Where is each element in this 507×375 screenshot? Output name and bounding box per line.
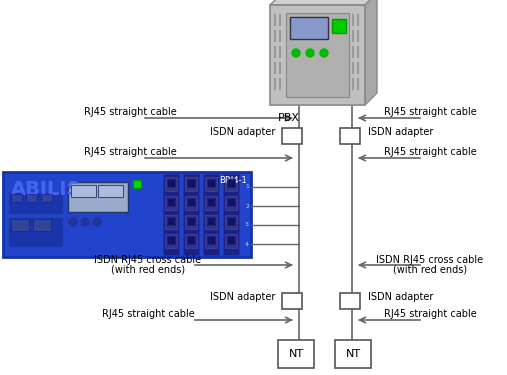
Bar (340, 128, 360, 144)
Bar (41, 194, 52, 202)
Text: ISDN adapter: ISDN adapter (209, 292, 275, 302)
Bar (340, 293, 360, 309)
Text: RJ45 straight cable: RJ45 straight cable (384, 309, 477, 319)
Bar (3, 172, 251, 257)
Bar (227, 236, 235, 244)
Bar (225, 234, 237, 248)
Text: ISDN RJ45 cross cable: ISDN RJ45 cross cable (376, 255, 484, 265)
Bar (185, 215, 197, 229)
Bar (227, 198, 235, 206)
Bar (207, 217, 215, 225)
Bar (165, 215, 177, 229)
Text: RJ45 straight cable: RJ45 straight cable (101, 309, 194, 319)
Bar (203, 174, 219, 255)
Circle shape (69, 218, 77, 226)
Bar (225, 196, 237, 210)
Bar (187, 198, 195, 206)
Bar (8, 192, 63, 214)
Bar (335, 340, 371, 368)
Bar (225, 177, 237, 191)
Bar (282, 293, 302, 309)
Bar (163, 174, 179, 255)
Text: NT: NT (345, 349, 360, 359)
Circle shape (320, 49, 328, 57)
Bar (33, 219, 51, 231)
Bar (165, 234, 177, 248)
Polygon shape (365, 0, 377, 105)
Bar (187, 179, 195, 187)
Bar (183, 174, 199, 255)
Bar (167, 236, 175, 244)
Bar (225, 215, 237, 229)
Bar (167, 217, 175, 225)
Text: RJ45 straight cable: RJ45 straight cable (384, 147, 477, 157)
Text: 3: 3 (245, 222, 249, 228)
Bar (187, 217, 195, 225)
Text: ABILIS: ABILIS (11, 180, 82, 199)
Bar (71, 185, 96, 197)
Bar (207, 179, 215, 187)
Circle shape (81, 218, 89, 226)
Text: 4: 4 (245, 242, 249, 246)
Bar (167, 198, 175, 206)
Bar (26, 194, 37, 202)
Text: ISDN adapter: ISDN adapter (368, 127, 433, 137)
Bar (227, 179, 235, 187)
Text: BRI4-1: BRI4-1 (219, 176, 247, 185)
Bar (167, 179, 175, 187)
Text: ISDN adapter: ISDN adapter (368, 292, 433, 302)
Text: (with red ends): (with red ends) (111, 265, 185, 275)
Bar (207, 198, 215, 206)
Bar (11, 194, 22, 202)
Bar (286, 13, 349, 97)
Polygon shape (270, 0, 377, 5)
Text: PBX: PBX (278, 113, 300, 123)
Bar (205, 234, 217, 248)
Bar (205, 196, 217, 210)
Bar (332, 19, 346, 33)
Bar (133, 180, 141, 188)
Text: 2: 2 (245, 204, 249, 209)
Text: RJ45 straight cable: RJ45 straight cable (84, 107, 176, 117)
Bar (165, 196, 177, 210)
Circle shape (306, 49, 314, 57)
Bar (98, 185, 123, 197)
Text: ABILIS: ABILIS (11, 180, 82, 199)
Bar (282, 128, 302, 144)
Bar (278, 340, 314, 368)
Text: ISDN adapter: ISDN adapter (209, 127, 275, 137)
Text: NT: NT (288, 349, 304, 359)
Bar (68, 182, 128, 212)
Bar (185, 234, 197, 248)
Bar (205, 215, 217, 229)
Text: RJ45 straight cable: RJ45 straight cable (384, 107, 477, 117)
Bar (290, 17, 328, 39)
Text: 1: 1 (245, 184, 249, 189)
Circle shape (93, 218, 101, 226)
Text: (with red ends): (with red ends) (393, 265, 467, 275)
Bar (270, 5, 365, 105)
Text: ISDN RJ45 cross cable: ISDN RJ45 cross cable (94, 255, 202, 265)
Bar (8, 217, 63, 247)
Bar (11, 219, 29, 231)
Bar (205, 177, 217, 191)
Bar (185, 177, 197, 191)
Bar (223, 174, 239, 255)
Bar (165, 177, 177, 191)
Circle shape (292, 49, 300, 57)
Bar (207, 236, 215, 244)
Text: RJ45 straight cable: RJ45 straight cable (84, 147, 176, 157)
Bar (227, 217, 235, 225)
Bar (187, 236, 195, 244)
Bar (185, 196, 197, 210)
